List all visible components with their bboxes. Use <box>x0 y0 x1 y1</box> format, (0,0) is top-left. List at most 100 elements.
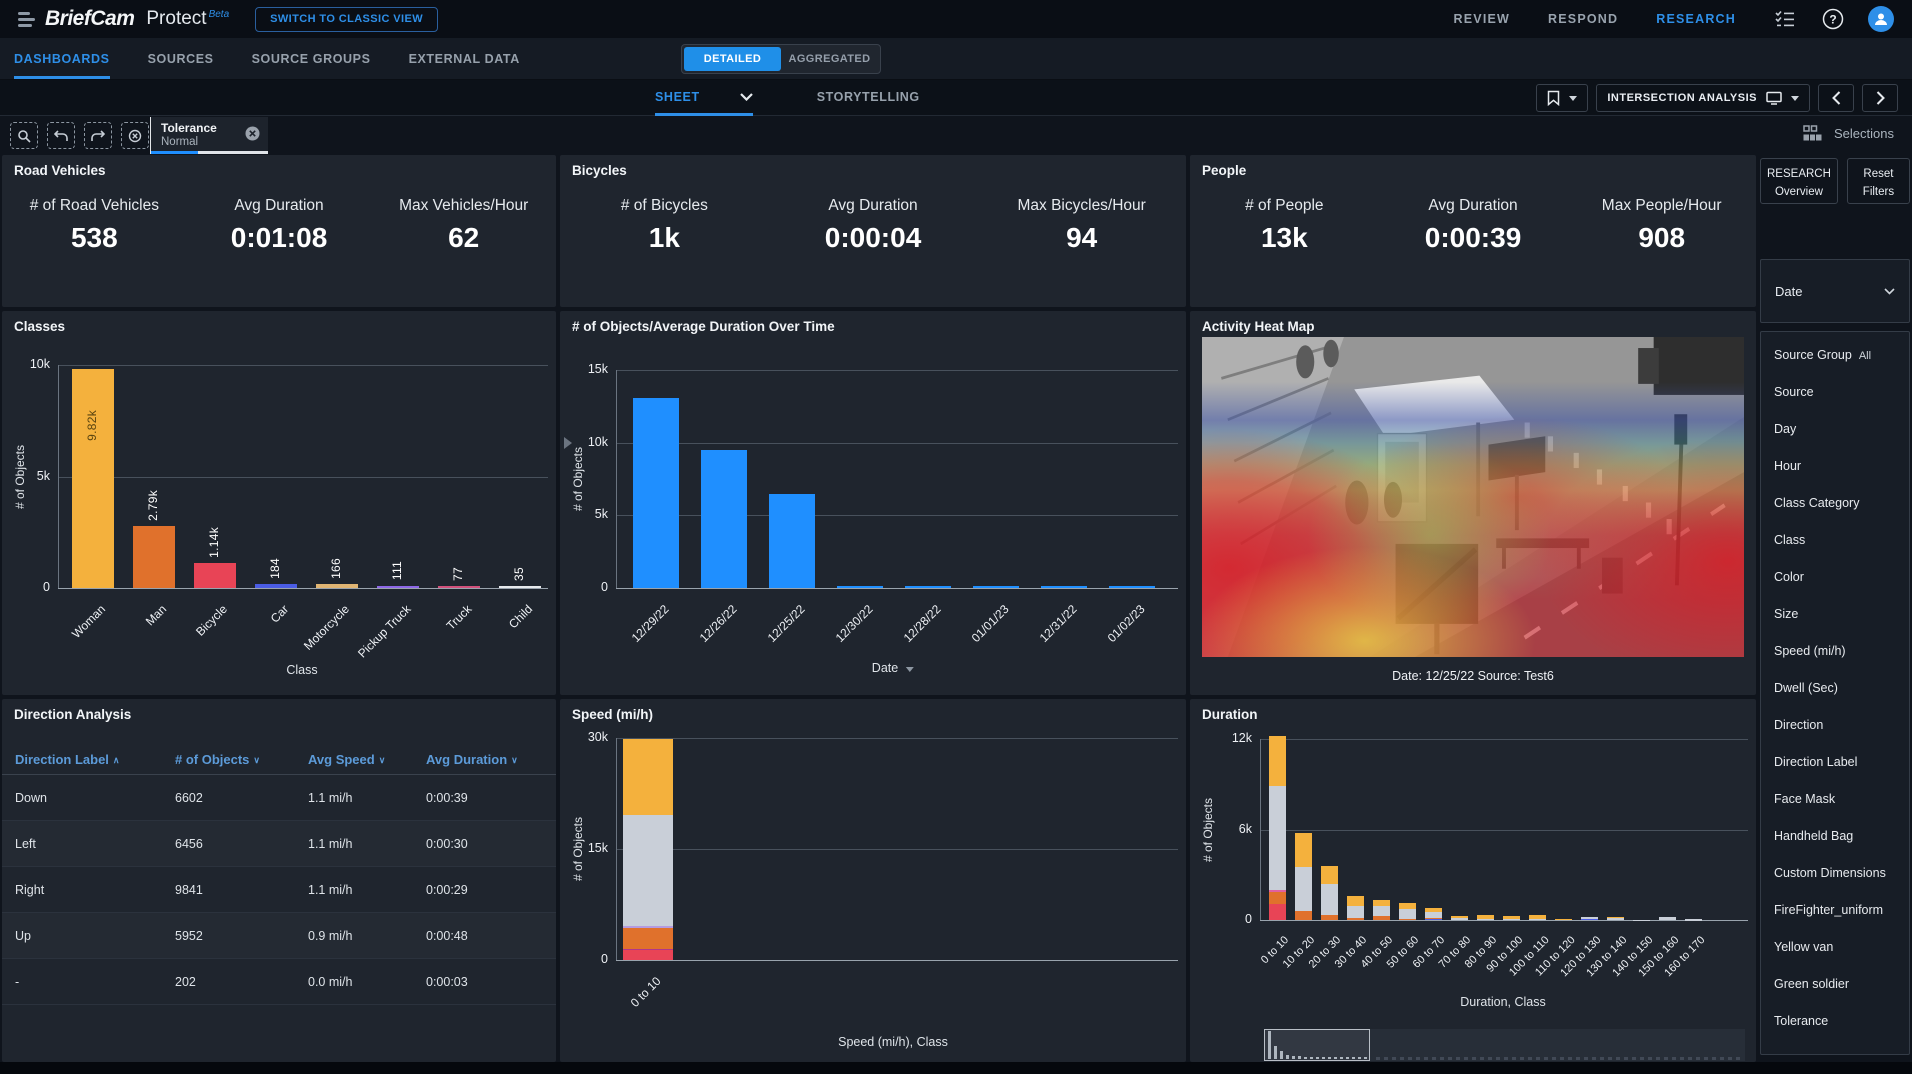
stacked-bar-20-to-30[interactable] <box>1320 865 1338 920</box>
table-header-row: Direction Label ∧ # of Objects ∨ Avg Speed ∨ A… <box>2 745 556 775</box>
stacked-bar-40-to-50[interactable] <box>1372 900 1390 920</box>
stacked-bar-30-to-40[interactable] <box>1346 895 1364 920</box>
table-row[interactable]: - 202 0.0 mi/h 0:00:03 <box>2 959 556 1005</box>
column-header--of-objects[interactable]: # of Objects ∨ <box>175 752 261 767</box>
stacked-bar-150-to-160[interactable] <box>1658 916 1676 920</box>
bar-12-31-22[interactable] <box>1041 586 1087 588</box>
filter-item-custom-dimensions[interactable]: Custom Dimensions <box>1774 866 1886 880</box>
bar-01-02-23[interactable] <box>1109 586 1155 588</box>
filter-item-speed-mi-h-[interactable]: Speed (mi/h) <box>1774 644 1846 658</box>
tab-external-data[interactable]: EXTERNAL DATA <box>408 51 520 66</box>
reset-filters-button[interactable]: Reset Filters <box>1846 158 1910 204</box>
column-header-direction-label[interactable]: Direction Label ∧ <box>15 752 120 767</box>
bar-child[interactable] <box>498 586 541 588</box>
header-nav-review[interactable]: REVIEW <box>1453 12 1511 26</box>
filter-item-green-soldier[interactable]: Green soldier <box>1774 977 1850 991</box>
filter-item-day[interactable]: Day <box>1774 422 1797 436</box>
stacked-bar-10-to-20[interactable] <box>1294 832 1312 920</box>
stacked-bar-120-to-130[interactable] <box>1580 916 1598 920</box>
redo-selection-icon[interactable] <box>84 122 112 149</box>
bar-12-29-22[interactable] <box>633 397 679 588</box>
bar-12-28-22[interactable] <box>905 586 951 588</box>
menu-icon[interactable] <box>18 11 35 27</box>
chevron-down-icon[interactable] <box>906 667 915 672</box>
stacked-bar-80-to-90[interactable] <box>1476 915 1494 920</box>
header-nav-respond[interactable]: RESPOND <box>1548 12 1619 26</box>
tolerance-filter-chip[interactable]: Tolerance Normal <box>150 117 268 154</box>
filter-item-firefighter-uniform[interactable]: FireFighter_uniform <box>1774 903 1884 917</box>
switch-to-classic-view-button[interactable]: SWITCH TO CLASSIC VIEW <box>255 6 438 32</box>
filter-item-color[interactable]: Color <box>1774 570 1804 584</box>
sheet-tab-storytelling[interactable]: STORYTELLING <box>816 89 920 104</box>
user-avatar-icon[interactable] <box>1868 6 1894 32</box>
research-overview-button[interactable]: RESEARCH Overview <box>1760 158 1838 204</box>
stacked-bar-70-to-80[interactable] <box>1450 916 1468 920</box>
column-header-avg-duration[interactable]: Avg Duration ∨ <box>426 752 518 767</box>
sheet-tab-sheet[interactable]: SHEET <box>655 80 753 116</box>
filter-item-handheld-bag[interactable]: Handheld Bag <box>1774 829 1854 843</box>
checklist-icon[interactable] <box>1772 6 1798 32</box>
undo-selection-icon[interactable] <box>47 122 75 149</box>
zoom-select-icon[interactable] <box>10 122 38 149</box>
table-row[interactable]: Left 6456 1.1 mi/h 0:00:30 <box>2 821 556 867</box>
table-row[interactable]: Right 9841 1.1 mi/h 0:00:29 <box>2 867 556 913</box>
tab-dashboards[interactable]: DASHBOARDS <box>14 38 110 79</box>
selections-button[interactable]: Selections <box>1803 125 1894 141</box>
filter-item-size[interactable]: Size <box>1774 607 1799 621</box>
bar-motorcycle[interactable] <box>315 584 358 588</box>
bar-car[interactable] <box>254 583 297 588</box>
stacked-bar-160-to-170[interactable] <box>1684 919 1702 921</box>
filter-item-hour[interactable]: Hour <box>1774 459 1802 473</box>
filter-item-direction[interactable]: Direction <box>1774 718 1824 732</box>
view-toggle-detailed[interactable]: DETAILED <box>684 47 781 71</box>
bar-segment-gray <box>1424 911 1442 919</box>
bookmark-button[interactable] <box>1536 84 1589 112</box>
board-selector[interactable]: INTERSECTION ANALYSIS <box>1596 84 1810 112</box>
bar-bicycle[interactable] <box>193 562 236 588</box>
next-sheet-button[interactable] <box>1862 84 1898 112</box>
filter-item-source[interactable]: Source <box>1774 385 1814 399</box>
stacked-bar-100-to-110[interactable] <box>1528 915 1546 920</box>
filter-item-class[interactable]: Class <box>1774 533 1806 547</box>
filter-item-yellow-van[interactable]: Yellow van <box>1774 940 1834 954</box>
tab-sources[interactable]: SOURCES <box>147 51 214 66</box>
bar-12-26-22[interactable] <box>701 449 747 588</box>
bar-woman[interactable] <box>71 369 114 588</box>
stacked-bar-130-to-140[interactable] <box>1606 916 1624 920</box>
stacked-bar-60-to-70[interactable] <box>1424 907 1442 920</box>
filter-item-face-mask[interactable]: Face Mask <box>1774 792 1836 806</box>
board-selector-label: INTERSECTION ANALYSIS <box>1607 92 1757 104</box>
bar-01-01-23[interactable] <box>973 586 1019 588</box>
bar-12-30-22[interactable] <box>837 586 883 588</box>
bar-man[interactable] <box>132 525 175 588</box>
stacked-bar-0-to-10[interactable] <box>623 739 673 960</box>
close-icon[interactable] <box>245 126 260 146</box>
chevron-down-icon[interactable] <box>739 92 753 101</box>
filter-item-tolerance[interactable]: Tolerance <box>1774 1014 1829 1028</box>
header-nav-research[interactable]: RESEARCH <box>1656 12 1736 26</box>
table-cell: - <box>15 974 20 989</box>
help-icon[interactable]: ? <box>1820 6 1846 32</box>
tab-source-groups[interactable]: SOURCE GROUPS <box>251 51 371 66</box>
previous-sheet-button[interactable] <box>1818 84 1854 112</box>
table-row[interactable]: Up 5952 0.9 mi/h 0:00:48 <box>2 913 556 959</box>
date-dimension-selector[interactable]: Date <box>1760 259 1910 323</box>
filter-item-source-group[interactable]: Source Group All <box>1774 348 1872 362</box>
filter-item-dwell-sec-[interactable]: Dwell (Sec) <box>1774 681 1838 695</box>
clear-selection-icon[interactable] <box>121 122 149 149</box>
bar-pickup-truck[interactable] <box>376 585 419 588</box>
filter-item-class-category[interactable]: Class Category <box>1774 496 1860 510</box>
stacked-bar-0-to-10[interactable] <box>1268 735 1286 920</box>
stacked-bar-90-to-100[interactable] <box>1502 916 1520 920</box>
stacked-bar-110-to-120[interactable] <box>1554 918 1572 921</box>
table-row[interactable]: Down 6602 1.1 mi/h 0:00:39 <box>2 775 556 821</box>
stacked-bar-140-to-150[interactable] <box>1632 919 1650 922</box>
stacked-bar-50-to-60[interactable] <box>1398 903 1416 920</box>
minimap-selection-window[interactable] <box>1264 1029 1370 1061</box>
scroll-right-icon[interactable] <box>564 437 572 449</box>
column-header-avg-speed[interactable]: Avg Speed ∨ <box>308 752 386 767</box>
filter-item-direction-label[interactable]: Direction Label <box>1774 755 1858 769</box>
bar-truck[interactable] <box>437 586 480 588</box>
view-toggle-aggregated[interactable]: AGGREGATED <box>788 53 871 65</box>
bar-12-25-22[interactable] <box>769 493 815 588</box>
